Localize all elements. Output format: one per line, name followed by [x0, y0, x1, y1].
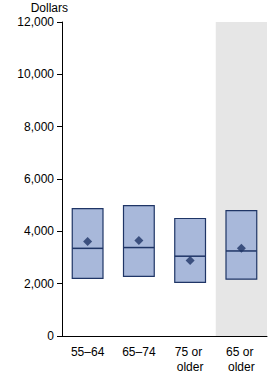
svg-text:8,000: 8,000: [24, 120, 54, 134]
svg-text:12,000: 12,000: [17, 15, 54, 29]
svg-text:65–74: 65–74: [122, 345, 156, 359]
svg-text:older: older: [228, 360, 255, 374]
svg-text:65 or: 65 or: [226, 345, 257, 359]
svg-text:0: 0: [47, 329, 54, 343]
svg-text:6,000: 6,000: [24, 172, 54, 186]
svg-text:Dollars: Dollars: [31, 1, 68, 15]
svg-text:2,000: 2,000: [24, 277, 54, 291]
svg-text:55–64: 55–64: [71, 345, 105, 359]
svg-text:75 or: 75 or: [175, 345, 206, 359]
svg-text:10,000: 10,000: [17, 67, 54, 81]
svg-text:older: older: [177, 360, 204, 374]
svg-text:4,000: 4,000: [24, 224, 54, 238]
